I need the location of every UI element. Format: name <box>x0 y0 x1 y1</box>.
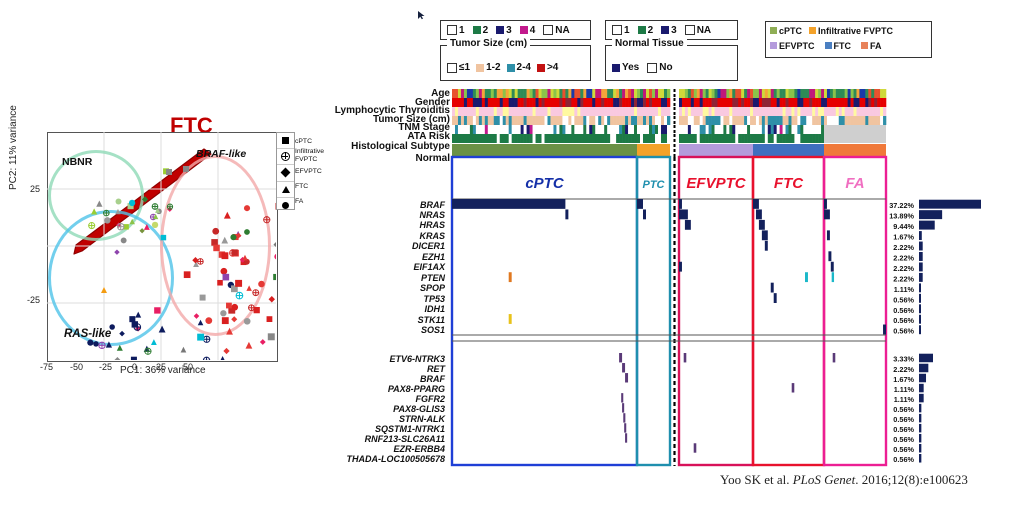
svg-text:37.22%: 37.22% <box>889 201 914 210</box>
svg-text:3.33%: 3.33% <box>893 355 914 364</box>
svg-text:2.22%: 2.22% <box>893 253 914 262</box>
svg-text:0.56%: 0.56% <box>893 435 914 444</box>
svg-text:EFVPTC: EFVPTC <box>686 175 746 192</box>
svg-text:FA: FA <box>845 175 864 192</box>
svg-text:2.22%: 2.22% <box>893 264 914 273</box>
svg-text:0.56%: 0.56% <box>893 327 914 336</box>
svg-text:0.56%: 0.56% <box>893 316 914 325</box>
svg-text:2.22%: 2.22% <box>893 274 914 283</box>
svg-text:1.11%: 1.11% <box>894 395 915 404</box>
svg-text:1.67%: 1.67% <box>893 233 914 242</box>
svg-text:0.56%: 0.56% <box>893 306 914 315</box>
svg-text:2.22%: 2.22% <box>893 243 914 252</box>
svg-text:9.44%: 9.44% <box>893 222 914 231</box>
svg-text:1.11%: 1.11% <box>894 285 915 294</box>
svg-text:0.56%: 0.56% <box>893 445 914 454</box>
svg-text:FTC: FTC <box>774 175 804 192</box>
svg-text:2.22%: 2.22% <box>893 365 914 374</box>
svg-text:0.56%: 0.56% <box>893 455 914 464</box>
svg-text:1.11%: 1.11% <box>894 385 915 394</box>
svg-text:0.56%: 0.56% <box>893 405 914 414</box>
svg-text:0.56%: 0.56% <box>893 415 914 424</box>
svg-text:0.56%: 0.56% <box>893 425 914 434</box>
svg-text:PTC: PTC <box>643 179 666 191</box>
svg-text:13.89%: 13.89% <box>889 212 914 221</box>
svg-text:0.56%: 0.56% <box>893 295 914 304</box>
svg-text:cPTC: cPTC <box>525 175 565 192</box>
svg-text:1.67%: 1.67% <box>893 375 914 384</box>
